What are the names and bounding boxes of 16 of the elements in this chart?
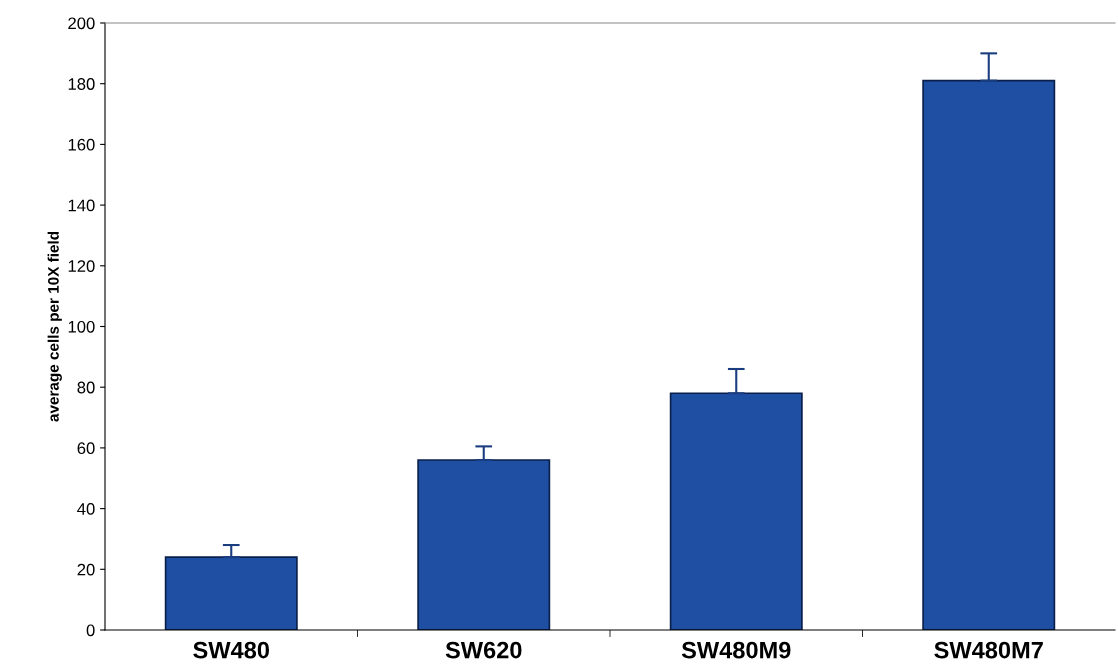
y-tick-label: 20 [77,563,95,576]
y-tick-label: 80 [77,381,95,394]
y-tick-label: 0 [86,624,95,637]
y-tick-label: 200 [68,17,95,30]
y-tick-label: 40 [77,503,95,515]
y-tick-label: 160 [68,138,95,151]
x-tick-label: SW620 [445,641,522,659]
y-tick-label: 180 [68,78,95,90]
x-tick-label: SW480 [193,641,269,659]
x-tick-label: SW480M9 [681,641,791,659]
y-tick-label: 120 [68,260,95,272]
y-axis-title: average cells per 10X field [47,231,62,422]
y-tick-label: 60 [77,442,95,455]
y-tick-label: 100 [68,320,95,333]
x-tick-label: SW480M7 [934,641,1043,659]
y-tick-label: 140 [68,199,95,212]
